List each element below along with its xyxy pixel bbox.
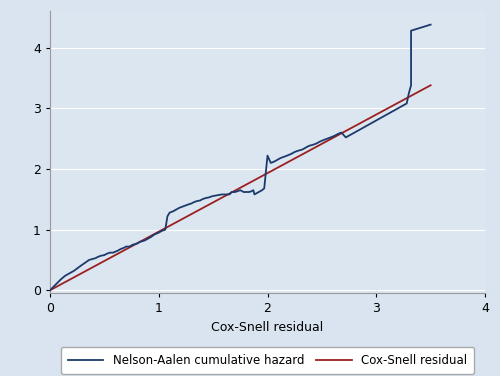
X-axis label: Cox-Snell residual: Cox-Snell residual xyxy=(212,321,324,334)
Legend: Nelson-Aalen cumulative hazard, Cox-Snell residual: Nelson-Aalen cumulative hazard, Cox-Snel… xyxy=(61,347,474,374)
